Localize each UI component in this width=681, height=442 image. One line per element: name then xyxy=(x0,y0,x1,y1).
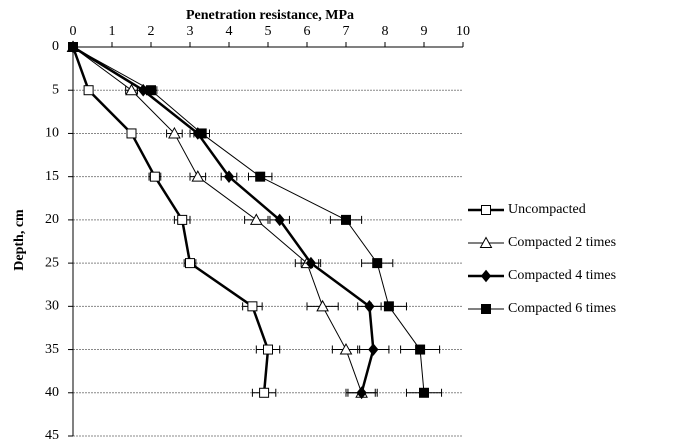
data-point xyxy=(149,171,160,182)
legend-label: Compacted 4 times xyxy=(508,268,616,283)
data-point xyxy=(415,344,426,355)
data-point xyxy=(168,126,181,139)
data-point xyxy=(255,171,266,182)
data-point xyxy=(263,344,273,355)
legend-label: Compacted 2 times xyxy=(508,235,616,250)
y-tick-label: 10 xyxy=(45,126,59,141)
chart-title: Penetration resistance, MPa xyxy=(186,8,354,23)
data-point xyxy=(68,42,78,52)
x-tick-label: 8 xyxy=(382,24,389,39)
data-point xyxy=(316,299,329,312)
y-tick-label: 40 xyxy=(45,385,59,400)
data-point xyxy=(249,213,263,225)
data-point xyxy=(274,213,285,227)
data-point xyxy=(305,256,317,270)
data-point xyxy=(185,258,195,269)
y-tick-label: 35 xyxy=(45,342,59,357)
legend-label: Compacted 6 times xyxy=(508,301,616,316)
y-tick-label: 0 xyxy=(52,39,59,54)
y-tick-label: 45 xyxy=(45,428,59,442)
data-point xyxy=(146,85,156,96)
x-tick-label: 6 xyxy=(304,24,311,39)
x-tick-label: 7 xyxy=(343,24,350,39)
data-point xyxy=(372,258,383,269)
x-tick-label: 9 xyxy=(421,24,428,39)
data-point xyxy=(191,170,205,182)
x-tick-label: 2 xyxy=(148,24,155,39)
x-tick-label: 4 xyxy=(226,24,233,39)
data-point xyxy=(126,128,137,139)
y-tick-label: 30 xyxy=(45,299,59,314)
y-axis-label: Depth, cm xyxy=(12,209,27,271)
x-tick-label: 10 xyxy=(456,24,470,39)
data-point xyxy=(247,301,258,312)
x-tick-label: 5 xyxy=(265,24,272,39)
data-point xyxy=(339,343,353,355)
y-tick-label: 25 xyxy=(45,255,59,270)
x-tick-label: 0 xyxy=(70,24,77,39)
data-point xyxy=(196,128,207,139)
data-point xyxy=(223,170,235,183)
data-point xyxy=(259,387,270,398)
data-point xyxy=(356,386,367,400)
y-tick-label: 20 xyxy=(45,212,59,227)
data-point xyxy=(83,85,94,96)
data-point xyxy=(368,343,379,356)
legend-marker xyxy=(480,269,492,283)
x-tick-label: 1 xyxy=(109,24,116,39)
data-point xyxy=(177,214,188,225)
y-tick-label: 5 xyxy=(52,82,59,97)
legend-marker xyxy=(481,205,491,215)
data-point xyxy=(419,387,429,398)
legend-marker xyxy=(479,236,493,248)
legend-label: Uncompacted xyxy=(508,202,586,217)
data-point xyxy=(383,301,394,312)
y-tick-label: 15 xyxy=(45,169,59,184)
data-point xyxy=(341,214,351,225)
data-point xyxy=(125,83,138,96)
legend-marker xyxy=(481,304,491,314)
x-tick-label: 3 xyxy=(187,24,194,39)
